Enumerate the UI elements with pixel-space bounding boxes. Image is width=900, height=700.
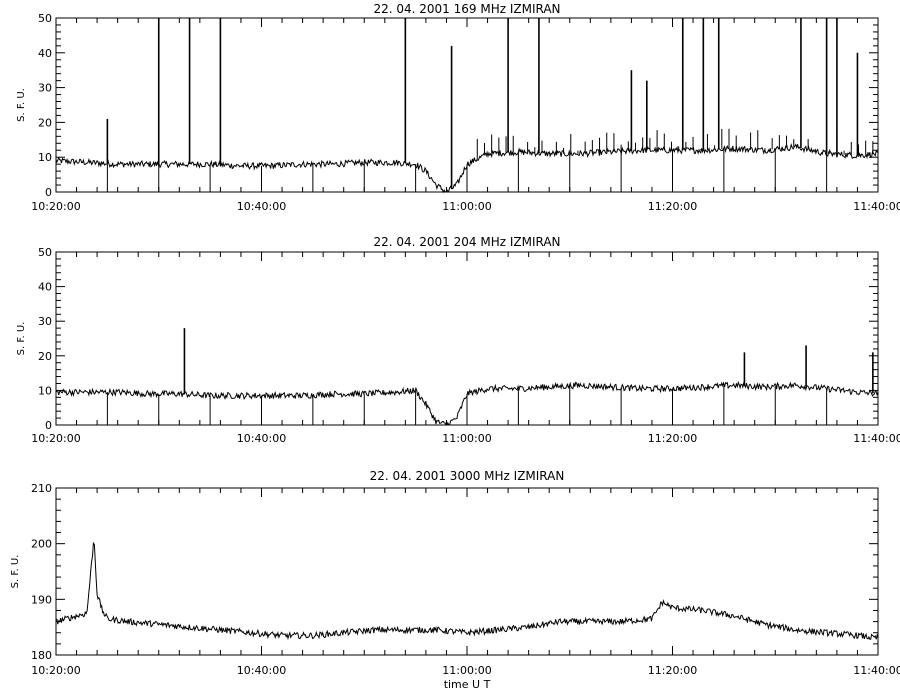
y-tick-label: 50	[38, 246, 52, 259]
chart-panel-3: 22. 04. 2001 3000 MHz IZMIRAN S. F. U. 180…	[10, 469, 900, 691]
series-line	[55, 380, 879, 426]
y-tick-label: 50	[38, 12, 52, 25]
y-tick-label: 30	[38, 315, 52, 328]
series-line	[55, 143, 879, 194]
y-axis-label: S. F. U.	[16, 322, 27, 356]
y-tick-label: 0	[45, 419, 52, 432]
y-tick-label: 20	[38, 350, 52, 363]
x-tick-label: 11:00:00	[442, 200, 491, 213]
x-tick-label: 11:20:00	[648, 200, 697, 213]
y-axis-label: S. F. U.	[16, 88, 27, 122]
x-tick-label: 10:20:00	[31, 664, 80, 677]
x-tick-label: 11:00:00	[442, 432, 491, 445]
y-tick-label: 180	[31, 649, 52, 662]
chart-panel-1: 22. 04. 2001 169 MHz IZMIRAN S. F. U. 0 10 2…	[16, 2, 900, 213]
x-tick-label: 10:20:00	[31, 432, 80, 445]
chart-title: 22. 04. 2001 3000 MHz IZMIRAN	[370, 469, 565, 483]
y-tick-label: 30	[38, 82, 52, 95]
y-tick-label: 40	[38, 47, 52, 60]
y-tick-label: 0	[45, 186, 52, 199]
chart-title: 22. 04. 2001 169 MHz IZMIRAN	[373, 2, 560, 16]
y-tick-label: 10	[38, 151, 52, 164]
x-tick-label: 10:40:00	[237, 200, 286, 213]
x-tick-label: 11:40:00	[853, 432, 900, 445]
y-tick-label: 10	[38, 384, 52, 397]
y-tick-label: 20	[38, 116, 52, 129]
x-tick-label: 10:40:00	[237, 664, 286, 677]
x-tick-label: 10:40:00	[237, 432, 286, 445]
chart-panel-2: 22. 04. 2001 204 MHz IZMIRAN S. F. U. 0 10 2…	[16, 235, 900, 445]
x-tick-label: 11:40:00	[853, 664, 900, 677]
x-tick-label: 10:20:00	[31, 200, 80, 213]
y-tick-label: 40	[38, 281, 52, 294]
series-line	[55, 541, 879, 641]
x-tick-label: 11:00:00	[442, 664, 491, 677]
x-axis-label: time U T	[444, 678, 491, 691]
y-tick-label: 200	[31, 538, 52, 551]
plot-frame	[55, 487, 879, 656]
x-tick-label: 11:40:00	[853, 200, 900, 213]
x-tick-label: 11:20:00	[648, 432, 697, 445]
x-tick-label: 11:20:00	[648, 664, 697, 677]
y-axis-label: S. F. U.	[10, 555, 21, 589]
y-tick-label: 190	[31, 593, 52, 606]
y-tick-label: 210	[31, 482, 52, 495]
chart-title: 22. 04. 2001 204 MHz IZMIRAN	[373, 235, 560, 249]
